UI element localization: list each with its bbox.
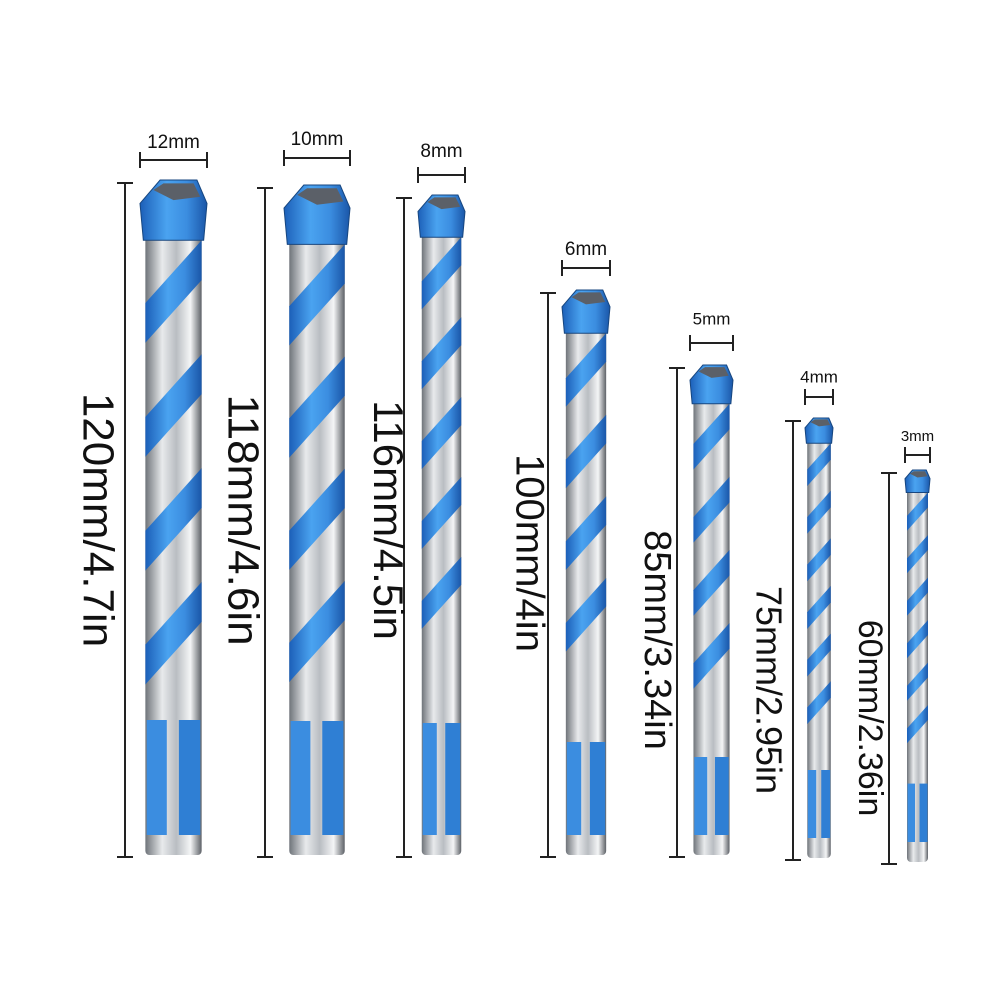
shank-flat — [694, 757, 708, 835]
bit-flute — [693, 476, 730, 543]
shank-flat — [566, 742, 582, 835]
width-label: 10mm — [291, 129, 344, 150]
width-label: 5mm — [693, 309, 731, 328]
bit-carbide — [810, 419, 831, 427]
bit-flute — [565, 333, 607, 407]
shank-flat — [178, 720, 201, 835]
bit-flute — [807, 633, 831, 677]
width-label: 3mm — [901, 428, 934, 445]
bit-flute — [693, 623, 730, 689]
bit-flute — [693, 549, 730, 616]
drill-bit — [283, 184, 351, 855]
drill-bit — [561, 289, 611, 855]
bit-flute — [289, 356, 345, 458]
bit-flute — [907, 620, 928, 659]
length-label: 100mm/4in — [507, 454, 551, 652]
bit-flute — [807, 538, 831, 582]
length-label: 120mm/4.7in — [73, 393, 122, 647]
bit-flute — [907, 577, 928, 616]
length-label: 85mm/3.34in — [636, 530, 678, 750]
bit-flute — [145, 468, 202, 571]
drill-bit — [804, 417, 834, 858]
bit-flute — [289, 468, 345, 570]
bit-carbide — [297, 188, 344, 205]
bit-flute — [421, 477, 462, 549]
bit-body — [807, 432, 831, 858]
bit-flute — [807, 490, 831, 534]
bit-flute — [907, 492, 928, 531]
bit-flute — [693, 403, 730, 470]
shank-flat — [714, 757, 729, 835]
bit-flute — [807, 443, 831, 487]
width-label: 4mm — [800, 367, 838, 386]
bit-flute — [807, 681, 831, 725]
shank-flat — [422, 723, 437, 835]
bit-carbide — [571, 292, 606, 305]
shank-flat — [589, 742, 606, 835]
shank-flat — [807, 770, 817, 838]
drill-bit — [689, 364, 734, 855]
bit-flute — [421, 397, 462, 470]
bit-flute — [907, 662, 928, 701]
drill-bit — [417, 194, 466, 855]
bit-flute — [907, 705, 928, 744]
bit-carbide — [153, 183, 201, 201]
width-label: 6mm — [565, 239, 607, 260]
shank-flat — [290, 721, 311, 835]
bit-flute — [421, 317, 462, 390]
shank-flat — [445, 723, 461, 835]
length-label: 118mm/4.6in — [218, 394, 267, 645]
bit-flute — [145, 240, 202, 343]
length-label: 116mm/4.5in — [365, 400, 412, 640]
shank-flat — [146, 720, 167, 835]
bit-flute — [807, 586, 831, 629]
bit-flute — [289, 244, 345, 346]
bit-flute — [145, 582, 202, 685]
bit-flute — [421, 556, 462, 629]
width-label: 8mm — [420, 141, 462, 162]
bit-flute — [565, 414, 607, 489]
bit-flute — [421, 237, 462, 310]
bit-flute — [289, 581, 345, 682]
length-label: 75mm/2.95in — [748, 586, 789, 794]
length-label: 60mm/2.36in — [851, 620, 889, 817]
shank-flat — [907, 783, 915, 842]
bit-flute — [565, 578, 607, 652]
bit-flute — [907, 535, 928, 574]
bit-flute — [145, 354, 202, 457]
shank-flat — [919, 783, 928, 842]
bit-carbide — [427, 197, 461, 210]
bit-flute — [565, 496, 607, 570]
shank-flat — [322, 721, 344, 835]
bit-carbide — [910, 471, 928, 478]
width-label: 12mm — [147, 132, 200, 153]
bit-carbide — [698, 367, 729, 378]
shank-flat — [821, 770, 831, 838]
drill-bit — [904, 469, 931, 862]
bit-body — [907, 482, 928, 862]
drill-bit — [139, 179, 208, 855]
